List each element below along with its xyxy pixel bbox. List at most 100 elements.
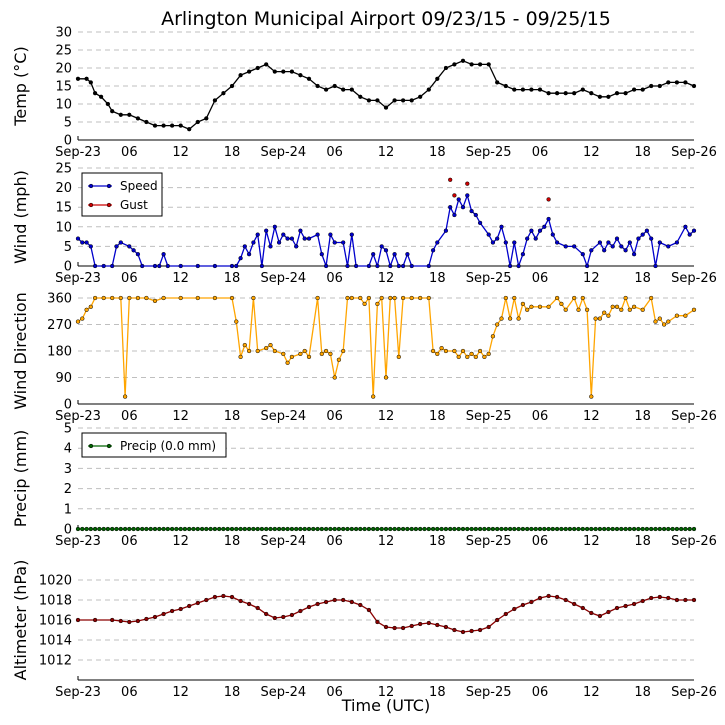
data-point: [294, 526, 299, 532]
legend-label: Precip (0.0 mm): [120, 439, 216, 453]
data-point: [482, 354, 487, 360]
data-point: [533, 526, 538, 532]
data-point: [614, 236, 620, 241]
data-point: [392, 526, 397, 532]
data-point: [264, 526, 269, 532]
data-point: [84, 307, 89, 312]
data-point: [315, 295, 320, 301]
data-point: [537, 304, 543, 309]
data-point: [554, 594, 560, 600]
data-point: [589, 91, 594, 96]
data-point: [332, 597, 337, 603]
data-point: [640, 87, 645, 92]
data-point: [606, 526, 611, 532]
data-point: [610, 244, 615, 249]
data-point: [507, 526, 513, 532]
data-point: [144, 526, 149, 532]
data-point: [255, 65, 260, 71]
data-point: [443, 228, 449, 233]
data-point: [306, 76, 312, 81]
data-point: [465, 526, 470, 532]
data-point: [435, 76, 440, 81]
data-point: [281, 526, 286, 532]
data-point: [649, 526, 654, 532]
data-point: [657, 240, 662, 245]
data-point: [148, 526, 153, 532]
data-point: [614, 605, 620, 611]
legend-label: Speed: [120, 179, 158, 193]
x-tick-label: 06: [532, 145, 549, 160]
data-point: [666, 595, 671, 601]
data-point: [332, 375, 337, 380]
data-point: [315, 601, 320, 607]
data-point: [353, 526, 359, 532]
y-tick-label: 1: [64, 502, 72, 517]
data-point: [572, 601, 577, 607]
data-point: [452, 627, 457, 633]
x-tick-label: 18: [429, 409, 446, 424]
data-point: [281, 351, 286, 357]
data-point: [486, 351, 491, 357]
data-point: [623, 526, 628, 532]
data-point: [323, 599, 329, 605]
data-point: [383, 624, 389, 630]
data-point: [375, 619, 380, 625]
data-point: [264, 611, 269, 617]
data-point: [576, 307, 581, 312]
data-point: [640, 232, 645, 237]
data-point: [238, 354, 243, 360]
data-point: [110, 263, 115, 269]
y-tick-label: 10: [55, 98, 72, 113]
x-tick-label: 06: [121, 145, 138, 160]
data-point: [144, 295, 149, 301]
data-point: [674, 597, 680, 603]
x-tick-label: Sep-24: [260, 534, 306, 549]
data-point: [92, 295, 98, 301]
data-point: [542, 526, 547, 532]
data-point: [195, 295, 200, 301]
data-point: [341, 240, 346, 245]
data-point: [409, 526, 414, 532]
data-point: [683, 313, 688, 318]
chart-title: Arlington Municipal Airport 09/23/15 - 0…: [161, 8, 611, 30]
data-point: [379, 244, 384, 249]
data-point: [512, 295, 517, 301]
data-point: [229, 594, 235, 600]
legend-marker: [88, 202, 94, 208]
data-point: [405, 252, 410, 257]
data-point: [328, 526, 333, 532]
data-point: [666, 319, 671, 324]
data-point: [396, 526, 401, 532]
data-point: [435, 351, 440, 357]
data-point: [507, 263, 513, 269]
data-point: [554, 295, 560, 301]
data-point: [118, 618, 123, 624]
y-tick-label: 1016: [39, 614, 72, 629]
data-point: [435, 622, 440, 628]
data-point: [477, 220, 483, 226]
data-point: [259, 263, 265, 269]
data-point: [371, 526, 376, 532]
y-tick-label: 0: [64, 260, 72, 275]
data-point: [306, 604, 312, 610]
data-point: [520, 87, 526, 92]
data-point: [161, 295, 166, 301]
data-point: [276, 240, 282, 245]
x-tick-label: 12: [172, 271, 189, 286]
data-point: [554, 91, 560, 96]
x-tick-label: Sep-26: [671, 409, 717, 424]
data-point: [567, 526, 573, 532]
data-point: [580, 252, 585, 257]
data-point: [554, 240, 560, 245]
data-point: [546, 216, 551, 222]
y-tick-label: 30: [55, 26, 72, 41]
x-tick-label: 06: [326, 409, 343, 424]
data-point: [627, 240, 632, 245]
y-tick-label: 90: [55, 371, 72, 386]
x-tick-label: 12: [583, 409, 600, 424]
data-point: [204, 116, 209, 121]
data-point: [572, 526, 577, 532]
data-point: [649, 83, 654, 89]
y-tick-label: 10: [55, 220, 72, 235]
data-point: [563, 526, 568, 532]
